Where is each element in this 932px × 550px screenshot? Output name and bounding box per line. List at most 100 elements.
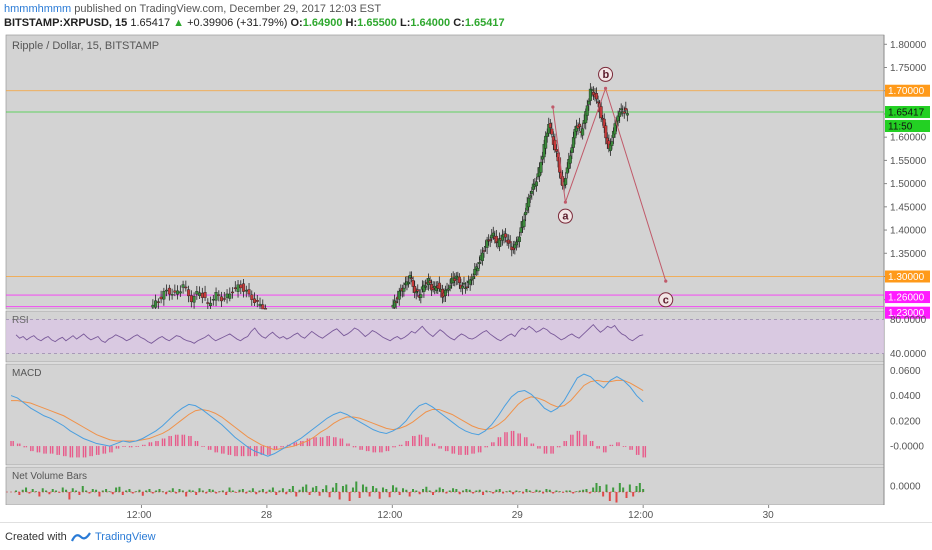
macd-histogram-bar <box>418 434 420 447</box>
volume-bar <box>211 489 214 492</box>
volume-bar <box>395 487 398 492</box>
wave-point <box>603 86 608 91</box>
wave-label-c: c <box>663 294 669 306</box>
candle <box>553 139 557 150</box>
low-label: L: <box>399 17 411 29</box>
volume-bar <box>505 491 508 493</box>
candle <box>394 301 398 303</box>
volume-bar <box>285 492 288 495</box>
volume-tick-label: 0.0000 <box>890 482 921 493</box>
candle <box>570 147 574 153</box>
macd-histogram-bar <box>464 446 467 455</box>
candle <box>159 296 163 300</box>
macd-histogram-bar <box>530 443 532 447</box>
wave-point <box>563 200 568 204</box>
macd-histogram-bar <box>361 446 363 450</box>
candle <box>173 290 177 293</box>
volume-bar <box>311 487 314 492</box>
volume-bar <box>548 489 551 492</box>
macd-histogram-bar <box>223 446 225 454</box>
candle <box>211 299 215 301</box>
macd-histogram-bar <box>506 432 508 447</box>
candle <box>162 290 166 300</box>
candle <box>411 280 415 287</box>
macd-histogram-bar <box>444 446 447 452</box>
price-label-bg <box>885 291 930 304</box>
volume-bar <box>308 492 311 495</box>
candle <box>534 181 538 187</box>
close-label: C: <box>453 17 465 29</box>
macd-histogram-bar <box>473 446 475 454</box>
macd-histogram-bar <box>308 438 311 447</box>
macd-histogram-bar <box>273 446 276 450</box>
author-link[interactable]: hmmmhmmm <box>4 3 72 15</box>
time-tick-label: 12:00 <box>628 510 653 521</box>
volume-bar <box>422 489 425 492</box>
candle <box>217 294 221 296</box>
macd-histogram-bar <box>348 443 350 447</box>
macd-histogram-bar <box>401 444 403 447</box>
candle <box>200 292 204 298</box>
price-label-bg <box>885 84 930 97</box>
volume-bar <box>45 490 48 492</box>
volume-bar <box>398 492 401 495</box>
candle <box>170 294 174 296</box>
macd-histogram-bar <box>585 434 587 447</box>
candle <box>187 289 191 297</box>
volume-bar <box>485 490 488 492</box>
time-tick-label: 12:00 <box>126 510 151 521</box>
candle <box>253 298 257 303</box>
volume-bar <box>208 489 211 492</box>
macd-histogram-bar <box>453 446 456 454</box>
macd-histogram-bar <box>150 442 153 447</box>
macd-histogram-bar <box>43 446 45 454</box>
macd-histogram-bar <box>280 446 282 448</box>
candle <box>462 282 466 285</box>
macd-histogram-bar <box>30 446 32 452</box>
candle <box>255 300 259 302</box>
volume-bar <box>628 484 631 492</box>
volume-bar <box>361 484 364 492</box>
volume-bar <box>291 486 294 492</box>
volume-bar <box>502 492 505 494</box>
macd-histogram-bar <box>76 446 78 458</box>
volume-bar <box>418 492 421 495</box>
macd-histogram-bar <box>78 446 80 458</box>
candle <box>625 113 629 116</box>
wave-label-b: b <box>603 69 610 81</box>
chart-svg[interactable]: 1.800001.750001.700001.650001.600001.550… <box>0 33 932 522</box>
volume-bar <box>321 489 324 492</box>
price-label-bg <box>885 120 930 133</box>
volume-bar <box>475 490 478 492</box>
volume-bar <box>368 492 371 497</box>
candle <box>233 287 237 290</box>
volume-bar <box>458 492 461 495</box>
volume-bar <box>141 492 144 496</box>
macd-histogram-bar <box>16 443 19 447</box>
chart-area[interactable]: 1.800001.750001.700001.650001.600001.550… <box>0 33 932 522</box>
candle <box>437 282 441 290</box>
volume-bar <box>592 487 595 492</box>
tradingview-brand[interactable]: TradingView <box>95 531 156 543</box>
macd-histogram-bar <box>447 446 449 452</box>
macd-histogram-bar <box>480 446 482 453</box>
high-value: 1.65500 <box>357 17 397 29</box>
volume-bar <box>281 488 284 492</box>
macd-histogram-bar <box>221 446 223 454</box>
volume-bar <box>462 490 465 492</box>
volume-bar <box>185 492 188 497</box>
macd-histogram-bar <box>45 446 47 454</box>
macd-histogram-bar <box>497 437 500 447</box>
volume-bar <box>365 486 368 492</box>
macd-histogram-bar <box>260 446 262 455</box>
candle <box>524 211 528 216</box>
macd-histogram-bar <box>591 441 594 447</box>
macd-histogram-bar <box>262 446 265 455</box>
price-label-bg <box>885 106 930 119</box>
volume-bar <box>151 492 154 494</box>
macd-histogram-bar <box>359 446 361 450</box>
price-label: 1.26000 <box>888 293 925 304</box>
macd-histogram-bar <box>306 438 309 447</box>
macd-histogram-bar <box>322 437 324 447</box>
volume-bar <box>218 491 221 493</box>
